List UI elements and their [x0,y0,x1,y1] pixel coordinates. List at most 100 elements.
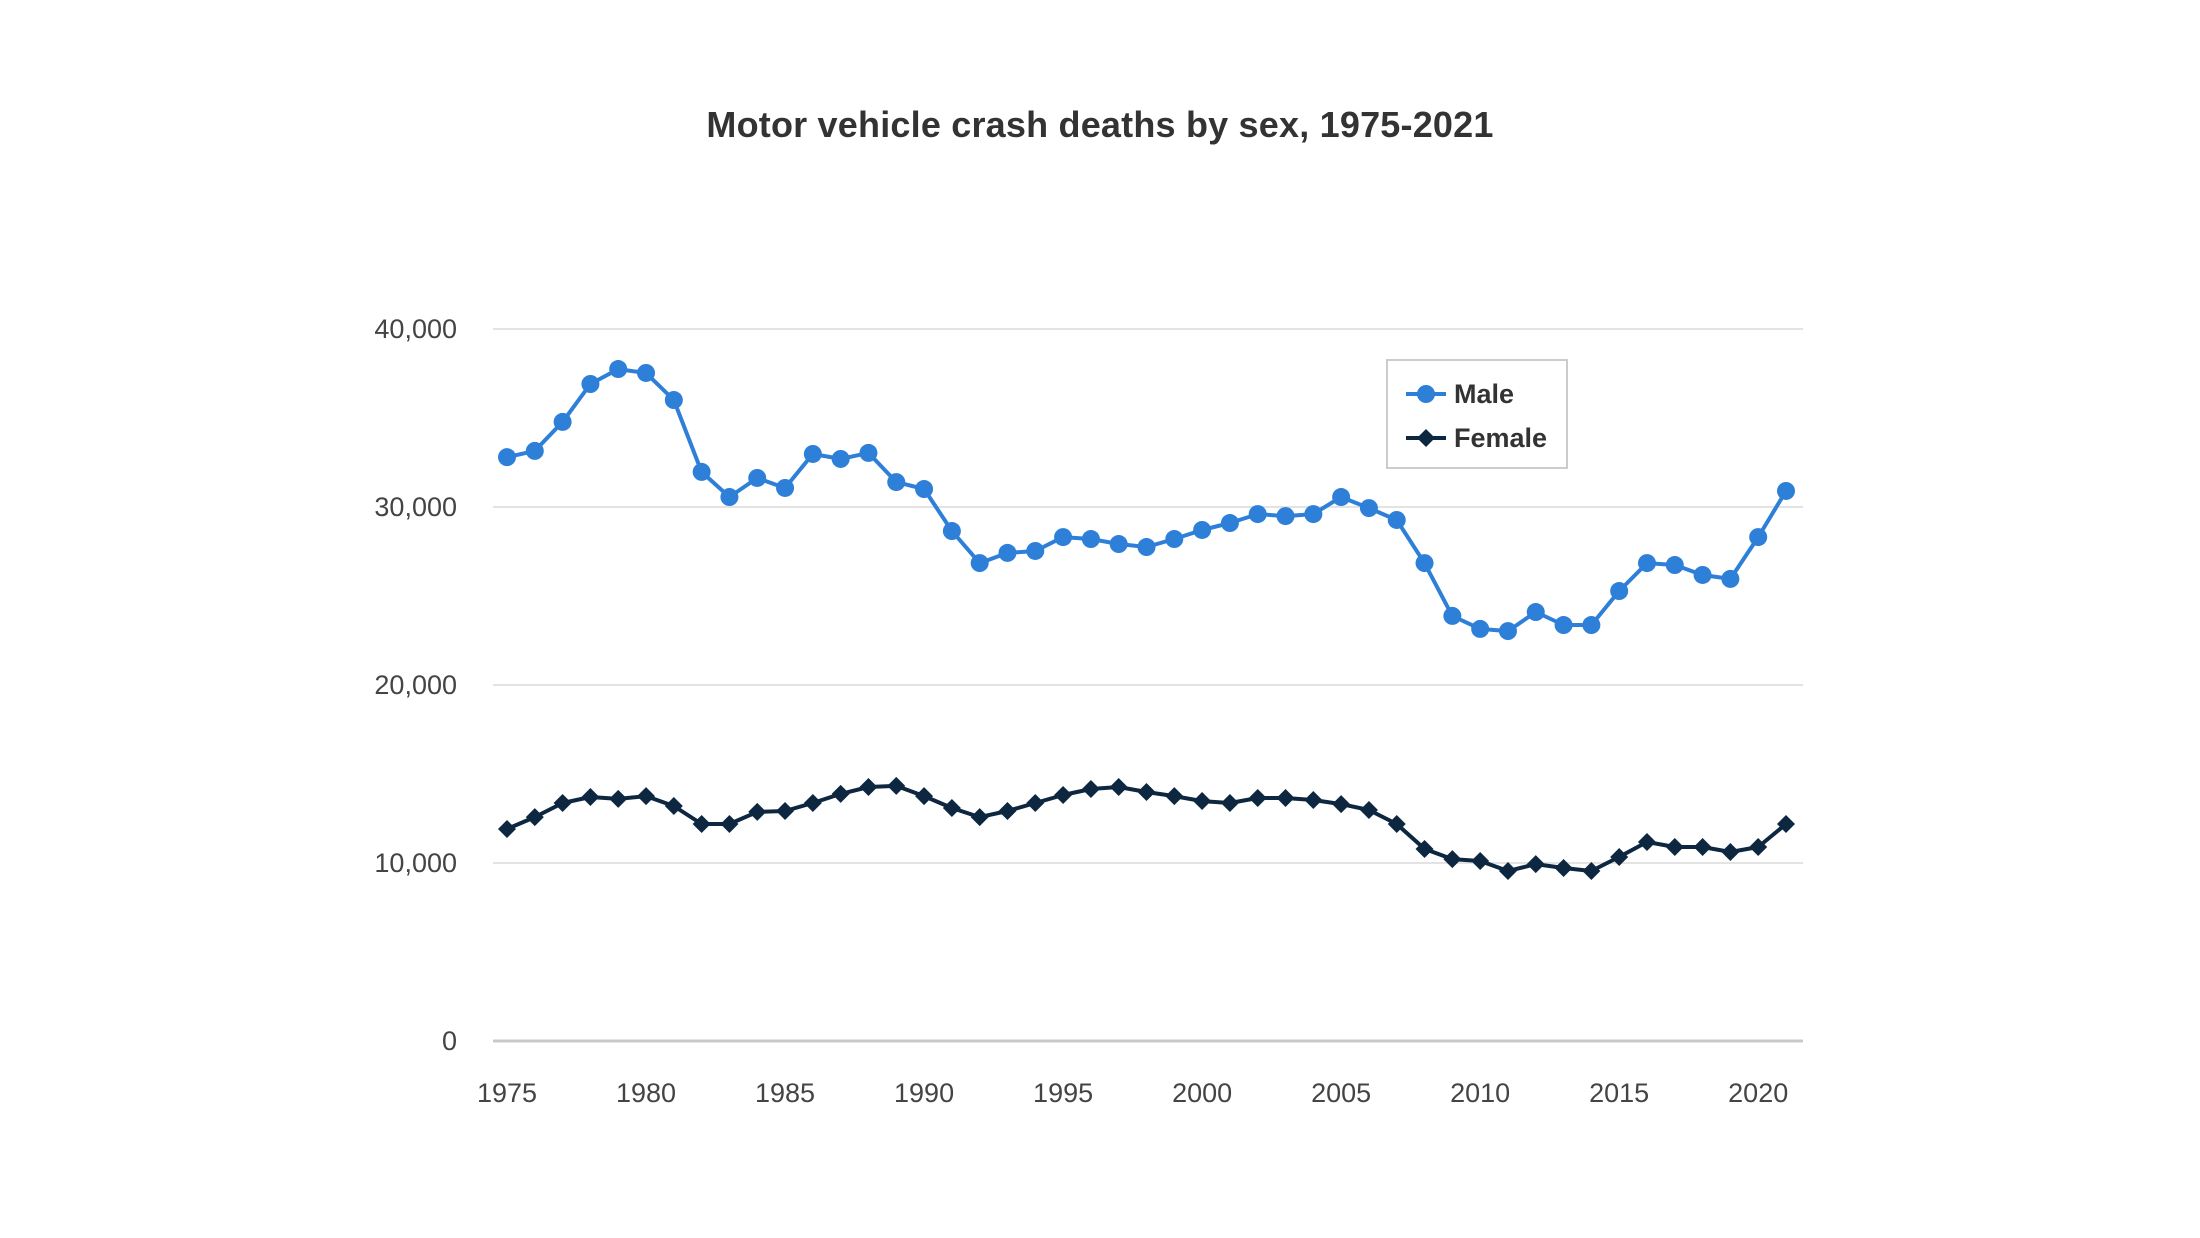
data-point-male[interactable] [1359,499,1378,518]
data-point-female[interactable] [803,794,822,813]
data-point-male[interactable] [1026,541,1045,560]
data-point-male[interactable] [1415,554,1434,573]
data-point-female[interactable] [1693,837,1712,856]
data-point-male[interactable] [1749,528,1768,547]
data-point-male[interactable] [970,554,989,573]
data-point-female[interactable] [692,815,711,834]
data-point-female[interactable] [553,794,572,813]
data-point-female[interactable] [1610,847,1629,866]
data-point-male[interactable] [942,522,961,541]
data-point-female[interactable] [1304,790,1323,809]
data-point-male[interactable] [803,444,822,463]
data-point-female[interactable] [1415,839,1434,858]
data-point-male[interactable] [1137,538,1156,557]
data-point-male[interactable] [1276,507,1295,526]
data-point-male[interactable] [1332,488,1351,507]
data-point-female[interactable] [1220,794,1239,813]
data-point-female[interactable] [998,802,1017,821]
data-point-male[interactable] [1777,481,1795,500]
data-point-male[interactable] [1109,535,1128,554]
data-point-male[interactable] [1165,530,1184,549]
data-point-female[interactable] [1026,794,1045,813]
data-point-male[interactable] [887,473,906,492]
data-point-male[interactable] [1526,603,1545,622]
data-point-male[interactable] [525,441,544,460]
data-point-male[interactable] [720,488,739,507]
legend-item-female[interactable]: Female [1388,421,1547,455]
data-point-female[interactable] [637,787,656,806]
legend-item-male[interactable]: Male [1388,377,1514,411]
data-point-female[interactable] [887,776,906,795]
data-point-female[interactable] [498,820,516,839]
data-point-male[interactable] [1054,528,1073,547]
data-point-male[interactable] [1081,530,1100,549]
data-point-male[interactable] [664,391,683,410]
data-point-male[interactable] [637,363,656,382]
data-point-female[interactable] [915,787,934,806]
data-point-male[interactable] [1637,554,1656,573]
y-tick-label: 0 [442,1026,457,1056]
data-point-male[interactable] [609,360,628,379]
data-point-male[interactable] [915,480,934,499]
data-point-female[interactable] [1721,842,1740,861]
data-point-female[interactable] [1387,815,1406,834]
data-point-male[interactable] [1665,556,1684,575]
data-point-female[interactable] [1359,800,1378,819]
data-point-female[interactable] [831,784,850,803]
data-point-female[interactable] [942,798,961,817]
data-point-female[interactable] [525,808,544,827]
data-point-male[interactable] [1387,510,1406,529]
data-point-female[interactable] [1165,787,1184,806]
data-point-male[interactable] [1220,514,1239,533]
data-point-male[interactable] [1498,622,1517,641]
data-point-male[interactable] [1248,505,1267,524]
data-point-male[interactable] [748,468,767,487]
data-point-male[interactable] [1554,616,1573,635]
data-point-female[interactable] [1526,855,1545,874]
data-point-male[interactable] [998,543,1017,562]
data-point-male[interactable] [831,449,850,468]
data-point-male[interactable] [776,478,795,497]
data-point-male[interactable] [1721,569,1740,588]
data-point-female[interactable] [1137,782,1156,801]
data-point-female[interactable] [609,789,628,808]
data-point-female[interactable] [1276,789,1295,808]
data-point-male[interactable] [553,412,572,431]
data-point-male[interactable] [498,448,516,467]
data-point-female[interactable] [1081,779,1100,798]
data-point-male[interactable] [692,462,711,481]
x-tick-label: 2005 [1311,1078,1371,1108]
data-point-female[interactable] [776,802,795,821]
data-point-female[interactable] [1582,862,1601,881]
data-point-female[interactable] [748,802,767,821]
data-point-male[interactable] [1471,619,1490,638]
data-point-male[interactable] [1443,606,1462,625]
data-point-female[interactable] [1332,795,1351,814]
data-point-female[interactable] [1109,777,1128,796]
data-point-female[interactable] [1498,862,1517,881]
data-point-male[interactable] [1304,505,1323,524]
data-point-female[interactable] [1443,850,1462,869]
data-point-female[interactable] [1749,837,1768,856]
legend: Male Female [1386,359,1568,469]
data-point-male[interactable] [1582,616,1601,635]
data-point-male[interactable] [1610,582,1629,601]
data-point-male[interactable] [859,443,878,462]
data-point-female[interactable] [1665,837,1684,856]
data-point-male[interactable] [581,375,600,394]
data-point-female[interactable] [1637,832,1656,851]
data-point-female[interactable] [581,787,600,806]
data-point-female[interactable] [1554,858,1573,877]
data-point-female[interactable] [1054,786,1073,805]
data-point-female[interactable] [1248,789,1267,808]
data-point-female[interactable] [664,797,683,816]
data-point-female[interactable] [970,808,989,827]
data-point-male[interactable] [1193,520,1212,539]
data-point-female[interactable] [1777,815,1795,834]
data-point-female[interactable] [720,815,739,834]
data-point-male[interactable] [1693,565,1712,584]
data-point-female[interactable] [1193,792,1212,811]
data-point-female[interactable] [1471,852,1490,871]
data-point-female[interactable] [859,777,878,796]
